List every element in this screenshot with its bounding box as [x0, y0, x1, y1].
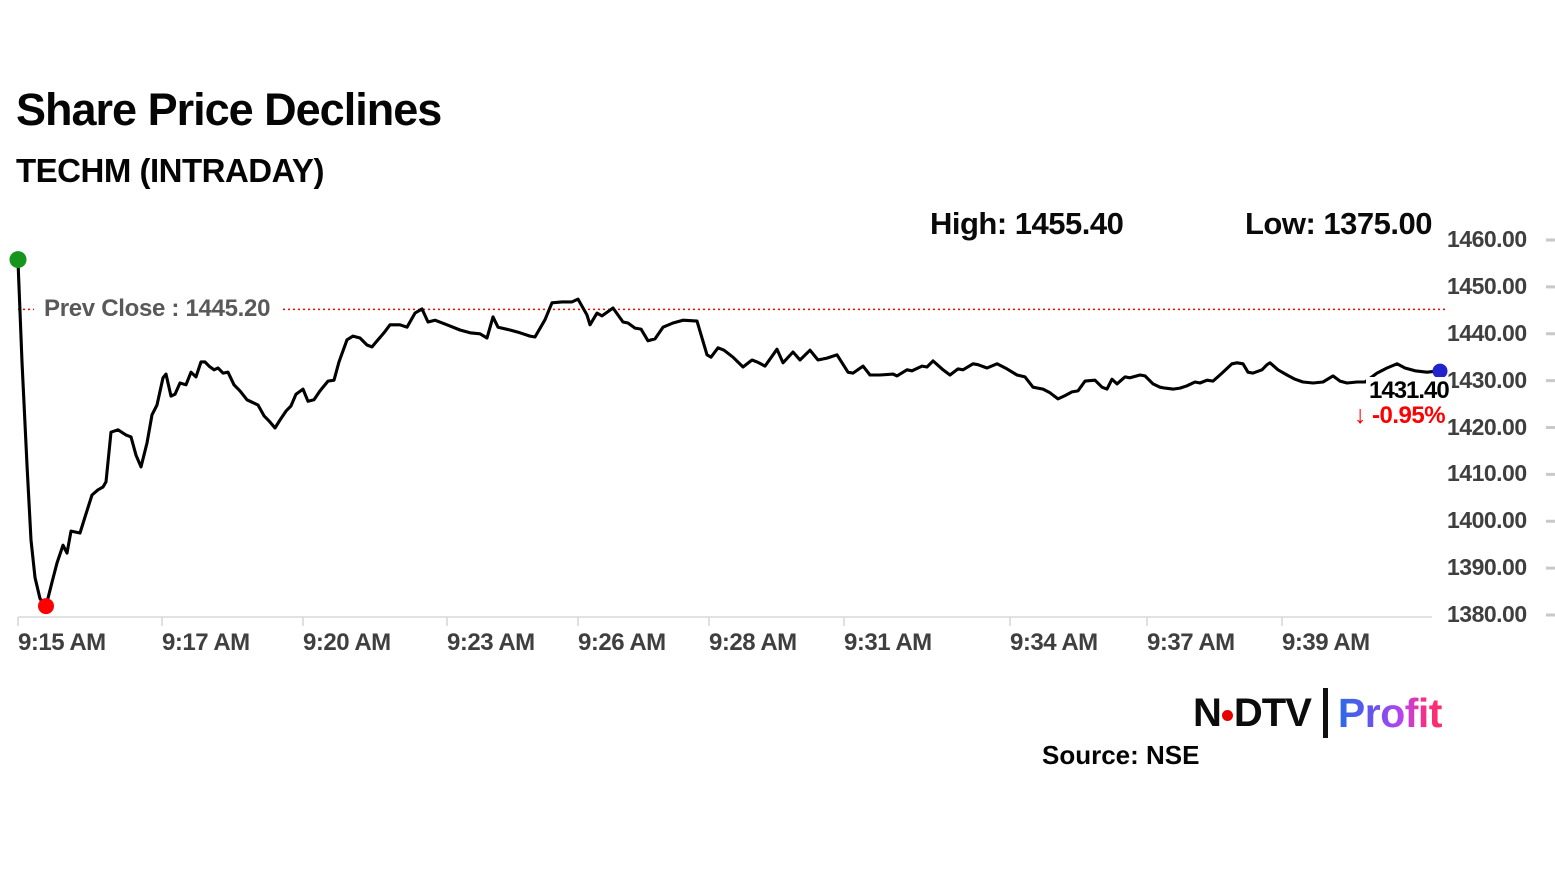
low-marker	[38, 598, 54, 615]
x-axis-label-9-39-AM: 9:39 AM	[1282, 629, 1370, 656]
ndtv-letters-dtv: DTV	[1233, 690, 1312, 735]
prev-close-label: Prev Close : 1445.20	[34, 295, 281, 324]
stock-subtitle: TECHM (INTRADAY)	[16, 152, 324, 189]
y-axis-label-1450: 1450.00	[1447, 272, 1527, 299]
x-axis-label-9-26-AM: 9:26 AM	[578, 629, 666, 656]
last-marker	[1432, 363, 1448, 379]
y-axis-label-1410: 1410.00	[1447, 460, 1527, 487]
y-axis-label-1460: 1460.00	[1447, 226, 1527, 252]
y-axis-label-1420: 1420.00	[1447, 413, 1527, 440]
y-axis-label-1390: 1390.00	[1447, 554, 1527, 581]
low-value: Low: 1375.00	[1245, 206, 1432, 241]
change-percent: -0.95%	[1372, 401, 1446, 429]
logo-divider	[1322, 688, 1328, 738]
y-axis-label-1440: 1440.00	[1447, 319, 1527, 346]
high-value: High: 1455.40	[930, 206, 1124, 241]
x-axis-label-9-23-AM: 9:23 AM	[447, 629, 535, 656]
profit-wordmark: Profit	[1337, 689, 1443, 736]
x-axis-label-9-37-AM: 9:37 AM	[1147, 629, 1235, 656]
source-label: Source: NSE	[1042, 740, 1200, 770]
ndtv-letter-n: N	[1193, 690, 1222, 735]
x-axis-label-9-20-AM: 9:20 AM	[303, 629, 391, 656]
x-axis-label-9-15-AM: 9:15 AM	[18, 629, 106, 656]
ndtv-red-dot-icon	[1221, 709, 1233, 721]
x-axis-label-9-31-AM: 9:31 AM	[844, 629, 932, 656]
y-axis-label-1430: 1430.00	[1447, 366, 1527, 393]
change-label: ↓ -0.95%	[1354, 401, 1446, 430]
x-axis-label-9-17-AM: 9:17 AM	[162, 629, 250, 656]
x-axis-label-9-28-AM: 9:28 AM	[709, 629, 797, 656]
y-axis-label-1400: 1400.00	[1447, 507, 1527, 534]
x-axis-label-9-34-AM: 9:34 AM	[1010, 629, 1098, 656]
y-axis-label-1380: 1380.00	[1447, 601, 1527, 627]
ndtv-profit-logo: N DTV Profit	[1193, 688, 1442, 738]
ndtv-wordmark: N DTV	[1193, 690, 1312, 736]
page-title: Share Price Declines	[16, 84, 442, 135]
last-price-label: 1431.40	[1366, 377, 1452, 405]
down-arrow-icon: ↓	[1354, 401, 1367, 429]
open-marker	[9, 251, 27, 269]
